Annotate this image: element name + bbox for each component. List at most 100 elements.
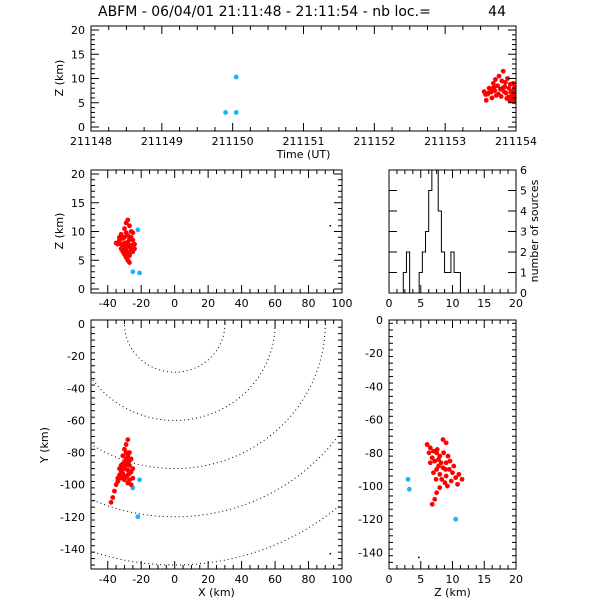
x-axis-label: Time (UT) <box>276 148 331 161</box>
blue-source-point <box>223 110 228 115</box>
plot-frame <box>388 169 517 294</box>
red-source-point <box>455 481 460 487</box>
red-source-point <box>429 501 435 507</box>
height-y-panel: 0 5 10 15 20 -140 -120 -100 -80 -60 -40 -20 0 Z (km) <box>358 314 523 599</box>
red-source-point <box>427 460 433 466</box>
blue-source-point <box>137 477 142 483</box>
red-source-point <box>438 460 444 466</box>
blue-source-point <box>135 514 141 520</box>
red-source-point <box>505 76 510 81</box>
red-source-point <box>127 260 132 265</box>
red-source-point <box>437 485 443 491</box>
red-source-point <box>112 488 117 494</box>
y-tick-label: 20 <box>71 168 85 181</box>
red-source-point <box>433 476 439 482</box>
red-source-point <box>502 79 508 85</box>
plan-view-panel: -40 -20 0 20 40 60 80 100 -140 -120 -100 -80 -60 -40 -… <box>38 318 353 599</box>
x-tick-label: 211153 <box>424 135 466 148</box>
y-tick-label: -20 <box>365 347 383 360</box>
red-source-point <box>122 234 127 240</box>
chart-title: ABFM - 06/04/01 21:11:48 - 21:11:54 - nb… <box>98 4 431 20</box>
plot-frame <box>90 319 343 570</box>
red-source-point <box>127 462 132 468</box>
y-tick-label: 15 <box>71 48 85 61</box>
red-source-point <box>441 450 447 456</box>
red-source-point <box>431 470 436 476</box>
red-source-point <box>108 499 114 505</box>
x-tick-label: 100 <box>332 573 353 586</box>
red-source-point <box>120 453 126 459</box>
x-tick-label: 10 <box>446 297 460 310</box>
red-source-point <box>456 471 462 477</box>
x-tick-label: 20 <box>201 297 215 310</box>
red-source-point <box>485 90 491 96</box>
red-source-point <box>432 496 438 502</box>
y-tick-label: -100 <box>358 480 383 493</box>
red-source-point <box>491 84 497 90</box>
red-source-point <box>110 495 116 500</box>
histogram-bin <box>454 273 457 294</box>
x-tick-label: 0 <box>386 297 393 310</box>
red-source-point <box>123 247 129 253</box>
x-tick-label: 0 <box>386 573 393 586</box>
red-source-point <box>437 471 443 477</box>
red-source-point <box>500 68 506 74</box>
y-tick-label: -120 <box>358 513 383 526</box>
x-tick-label: 5 <box>417 573 424 586</box>
y-tick-label: 5 <box>520 185 527 198</box>
x-tick-label: -20 <box>132 297 150 310</box>
plot-frame <box>90 169 343 294</box>
red-source-point <box>440 437 446 442</box>
x-tick-label: 100 <box>332 297 353 310</box>
y-tick-label: 4 <box>520 205 527 218</box>
x-tick-label: 211154 <box>495 135 537 148</box>
y-tick-label: -60 <box>365 414 383 427</box>
red-source-point <box>122 226 127 232</box>
red-source-point <box>490 80 496 86</box>
red-source-point <box>445 453 451 459</box>
x-tick-label: -20 <box>132 573 150 586</box>
red-source-point <box>507 97 513 103</box>
x-tick-label: 15 <box>477 573 491 586</box>
red-source-point <box>130 230 136 236</box>
y-tick-label: 0 <box>376 314 383 327</box>
histogram-bin <box>448 273 451 294</box>
blue-source-point <box>233 110 239 115</box>
red-source-point <box>127 252 132 257</box>
y-tick-label: -40 <box>67 382 85 395</box>
red-source-point <box>132 246 137 252</box>
red-source-point <box>501 89 507 94</box>
red-source-point <box>447 458 453 464</box>
red-source-point <box>432 458 438 464</box>
y-tick-label: 5 <box>78 97 85 110</box>
red-source-point <box>459 476 465 482</box>
red-source-point <box>128 482 134 488</box>
range-ring <box>91 429 342 518</box>
red-source-point <box>508 89 514 95</box>
red-source-point <box>434 447 440 452</box>
red-source-point <box>448 478 454 484</box>
x-tick-label: 20 <box>509 297 523 310</box>
y-axis-label: Z (km) <box>53 213 66 250</box>
y-tick-label: 10 <box>71 226 85 239</box>
y-tick-label: 20 <box>71 24 85 37</box>
x-axis-label: Z (km) <box>434 586 471 599</box>
x-tick-label: 211148 <box>70 135 112 148</box>
x-tick-label: 0 <box>171 297 178 310</box>
black-source-point <box>417 556 420 559</box>
histogram-outline <box>402 169 464 294</box>
x-tick-label: 211151 <box>283 135 325 148</box>
red-source-point <box>118 241 124 247</box>
y-tick-label: 1 <box>520 267 527 280</box>
y-tick-label: -140 <box>358 546 383 559</box>
red-source-point <box>436 457 441 462</box>
red-source-point <box>443 467 448 472</box>
y-axis-label: Y (km) <box>38 427 51 464</box>
x-tick-label: 211150 <box>212 135 254 148</box>
x-tick-label: 60 <box>268 573 282 586</box>
red-source-point <box>434 467 440 472</box>
x-height-panel: -40 -20 0 20 40 60 80 100 0 5 10 15 20 Z (km) <box>53 168 353 310</box>
y-tick-label: 0 <box>78 283 85 296</box>
x-tick-label: -40 <box>99 573 117 586</box>
